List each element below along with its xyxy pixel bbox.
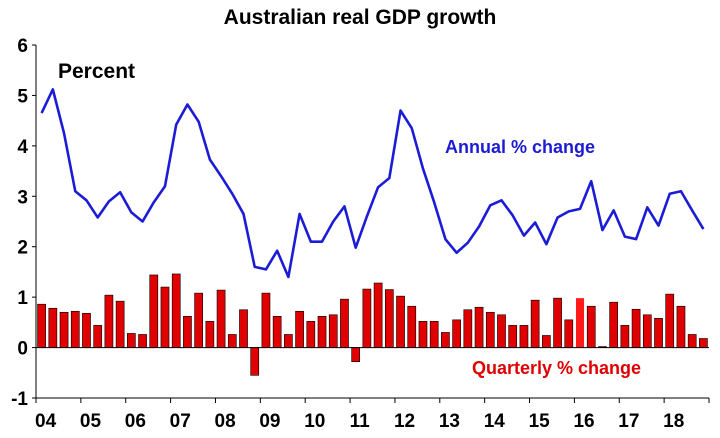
bar-quarterly xyxy=(497,314,506,348)
bar-quarterly xyxy=(351,347,361,362)
bar-quarterly xyxy=(250,347,260,376)
bar-quarterly xyxy=(474,306,484,348)
chart-title: Australian real GDP growth xyxy=(223,6,497,29)
bar-quarterly xyxy=(284,334,293,348)
x-tick-label: 18 xyxy=(663,411,684,432)
annotation-quarterly: Quarterly % change xyxy=(472,358,641,378)
line-annual xyxy=(40,88,705,279)
bar-quarterly xyxy=(407,305,417,348)
bar-quarterly xyxy=(676,305,686,348)
bar-quarterly xyxy=(687,334,697,348)
bar-quarterly xyxy=(384,289,394,348)
bar-quarterly xyxy=(485,311,495,348)
bar-quarterly xyxy=(564,319,574,348)
x-tick-label: 05 xyxy=(80,411,102,432)
bar-quarterly xyxy=(609,301,618,348)
x-tick-label: 09 xyxy=(259,411,280,432)
bar-quarterly xyxy=(429,321,439,348)
y-tick-label: 0 xyxy=(17,339,28,360)
bar-quarterly xyxy=(317,316,327,348)
y-tick-label: -1 xyxy=(11,389,28,410)
bar-quarterly xyxy=(261,292,271,348)
x-tick-label: 07 xyxy=(170,411,191,432)
x-tick-label: 10 xyxy=(304,411,325,432)
bar-quarterly xyxy=(586,305,596,348)
bar-quarterly xyxy=(463,309,473,348)
y-tick-label: 1 xyxy=(17,288,28,309)
x-tick-label: 16 xyxy=(573,411,594,432)
bar-quarterly xyxy=(699,338,708,348)
bar-quarterly xyxy=(542,335,551,348)
x-tick-label: 11 xyxy=(350,411,371,432)
x-tick-label: 08 xyxy=(215,411,236,432)
bar-quarterly xyxy=(441,332,450,348)
bar-quarterly xyxy=(127,333,136,348)
x-tick-label: 12 xyxy=(394,411,415,432)
bar-quarterly xyxy=(295,310,304,348)
bar-quarterly xyxy=(239,309,248,348)
bar-quarterly xyxy=(70,310,80,348)
bar-quarterly xyxy=(396,295,405,348)
bar-quarterly xyxy=(530,299,540,348)
bar-quarterly xyxy=(373,282,383,348)
bar-quarterly xyxy=(149,274,159,348)
bar-quarterly xyxy=(48,307,58,348)
unit-label: Percent xyxy=(58,60,135,83)
bar-quarterly xyxy=(216,289,226,348)
bar-quarterly xyxy=(620,325,630,348)
y-tick-label: 6 xyxy=(17,36,28,57)
bar-quarterly xyxy=(115,300,125,348)
bar-quarterly xyxy=(93,325,103,348)
bar-quarterly xyxy=(553,297,562,348)
bar-quarterly xyxy=(340,298,349,348)
bar-quarterly xyxy=(631,308,641,348)
bar-quarterly xyxy=(328,314,338,348)
bar-quarterly xyxy=(519,325,529,348)
x-tick-label: 13 xyxy=(439,411,460,432)
bar-quarterly xyxy=(171,273,181,348)
bar-quarterly xyxy=(59,311,69,348)
bar-quarterly xyxy=(306,321,316,348)
x-tick-label: 14 xyxy=(484,411,506,432)
annotation-annual: Annual % change xyxy=(445,137,595,157)
bar-quarterly xyxy=(418,321,428,348)
x-tick-label: 04 xyxy=(35,411,57,432)
bar-quarterly xyxy=(654,318,663,348)
bar-quarterly xyxy=(642,314,652,348)
x-tick-label: 17 xyxy=(618,411,639,432)
bar-quarterly xyxy=(37,303,46,348)
bar-quarterly xyxy=(452,319,461,348)
bar-quarterly xyxy=(575,298,585,348)
bar-quarterly xyxy=(183,316,192,348)
bar-quarterly xyxy=(194,292,203,348)
bar-quarterly xyxy=(272,316,282,348)
bar-quarterly xyxy=(82,312,91,348)
bar-quarterly xyxy=(205,321,215,348)
bar-quarterly xyxy=(104,294,114,348)
y-tick-label: 2 xyxy=(17,238,28,259)
bar-quarterly xyxy=(362,288,372,348)
y-tick-label: 4 xyxy=(17,137,28,158)
x-tick-label: 06 xyxy=(125,411,146,432)
y-tick-label: 5 xyxy=(17,86,28,107)
bar-quarterly xyxy=(665,293,675,348)
y-tick-label: 3 xyxy=(17,187,28,208)
bar-quarterly xyxy=(138,334,147,348)
bar-quarterly xyxy=(508,325,518,348)
bar-quarterly xyxy=(227,334,237,348)
x-tick-label: 15 xyxy=(529,411,551,432)
bar-quarterly xyxy=(160,286,170,348)
